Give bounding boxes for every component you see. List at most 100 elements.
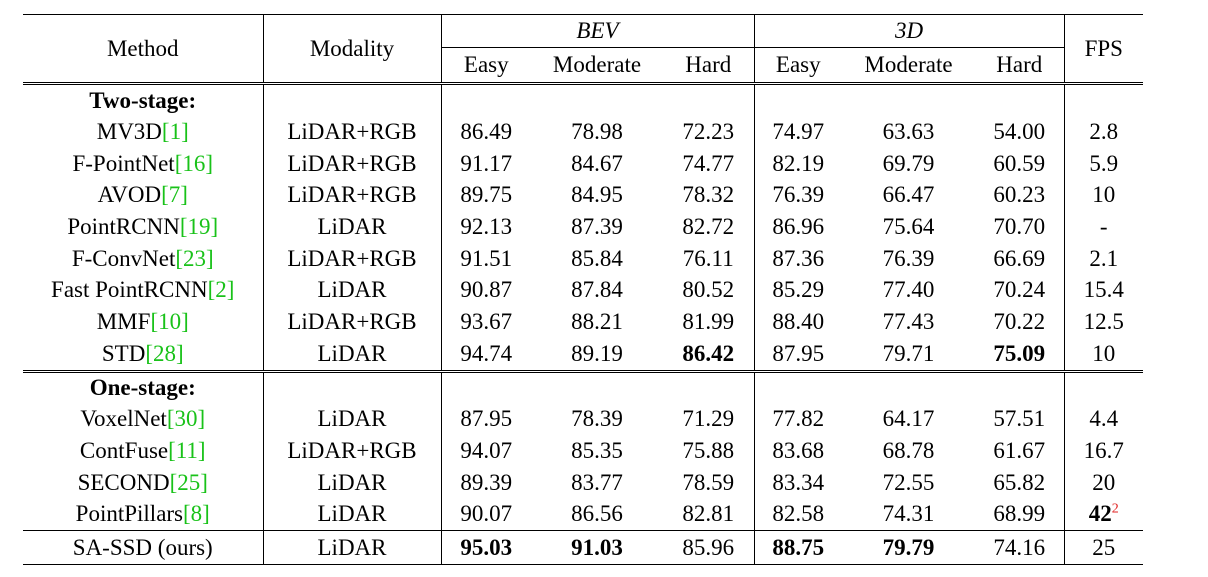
- modality-header: Modality: [263, 14, 442, 84]
- modality-cell: LiDAR: [263, 211, 442, 243]
- two-stage-label: Two-stage:: [23, 82, 264, 116]
- 3d-easy-cell: 88.75: [754, 530, 842, 566]
- method-name: SA-SSD (ours): [23, 530, 264, 566]
- table-row: AVOD[7] LiDAR+RGB 89.75 84.95 78.32 76.3…: [23, 179, 1143, 212]
- 3d-moderate-cell: 63.63: [882, 118, 935, 144]
- bev-easy-cell: 91.51: [460, 245, 513, 271]
- fps-cell: 422: [1064, 499, 1143, 531]
- bev-hard-cell: 80.52: [663, 274, 755, 307]
- 3d-hard-cell: 60.23: [975, 179, 1065, 212]
- bev-moderate-header: Moderate: [552, 52, 642, 77]
- bev-moderate-cell: 87.39: [571, 213, 623, 239]
- 3d-moderate-cell: 66.47: [882, 182, 935, 208]
- one-stage-section-row: One-stage:: [23, 369, 1143, 404]
- bev-easy-cell: 90.07: [460, 501, 513, 527]
- bev-easy-cell: 89.39: [460, 469, 513, 495]
- modality-cell: LiDAR: [263, 403, 442, 436]
- 3d-easy-cell: 88.40: [772, 308, 825, 334]
- 3d-hard-cell: 70.70: [975, 211, 1065, 243]
- method-name: PointRCNN: [67, 213, 180, 239]
- 3d-moderate-header: Moderate: [864, 52, 953, 77]
- 3d-moderate-cell: 68.78: [882, 438, 935, 464]
- 3d-moderate-cell: 77.43: [882, 308, 935, 334]
- 3d-easy-cell: 87.95: [772, 340, 825, 366]
- 3d-hard-cell: 70.22: [975, 306, 1065, 338]
- 3d-moderate-cell: 75.64: [882, 213, 935, 239]
- citation-link[interactable]: [11]: [168, 438, 206, 464]
- bev-hard-header: Hard: [663, 47, 755, 84]
- fps-value: 42: [1088, 501, 1112, 527]
- citation-link[interactable]: [23]: [175, 245, 214, 271]
- fps-cell: 10: [1092, 340, 1116, 366]
- 3d-easy-cell: 86.96: [772, 213, 825, 239]
- method-name: STD: [101, 340, 146, 366]
- bev-moderate-cell: 78.39: [571, 406, 623, 432]
- fps-cell: 20: [1092, 469, 1116, 495]
- table-row: STD[28] LiDAR 94.74 89.19 86.42 87.95 79…: [23, 337, 1143, 371]
- bev-moderate-cell: 86.56: [571, 501, 623, 527]
- citation-link[interactable]: [25]: [169, 469, 208, 495]
- two-stage-section-row: Two-stage:: [23, 82, 1143, 116]
- 3d-easy-cell: 83.34: [772, 469, 825, 495]
- bev-easy-cell: 89.75: [460, 182, 513, 208]
- 3d-easy-cell: 85.29: [772, 277, 825, 303]
- bev-moderate-cell: 84.67: [571, 150, 623, 176]
- bev-header: BEV: [441, 14, 755, 48]
- modality-cell: LiDAR+RGB: [263, 435, 442, 467]
- 3d-hard-cell: 66.69: [975, 242, 1065, 275]
- bev-easy-cell: 86.49: [460, 118, 513, 144]
- citation-link[interactable]: [8]: [183, 501, 210, 527]
- table-row: MV3D[1] LiDAR+RGB 86.49 78.98 72.23 74.9…: [23, 116, 1143, 148]
- bev-hard-cell: 81.99: [663, 306, 755, 338]
- bev-hard-cell: 76.11: [663, 242, 755, 275]
- fps-cell: 15.4: [1083, 277, 1124, 303]
- 3d-moderate-cell: 69.79: [882, 150, 935, 176]
- bev-hard-cell: 74.77: [663, 147, 755, 180]
- modality-cell: LiDAR+RGB: [263, 116, 442, 148]
- method-name: F-ConvNet: [71, 245, 176, 271]
- 3d-header: 3D: [754, 14, 1065, 48]
- 3d-hard-cell: 60.59: [975, 147, 1065, 180]
- bev-hard-cell: 72.23: [663, 116, 755, 148]
- table-row: PointPillars[8] LiDAR 90.07 86.56 82.81 …: [23, 498, 1143, 531]
- table-row: F-ConvNet[23] LiDAR+RGB 91.51 85.84 76.1…: [23, 242, 1143, 275]
- method-name: F-PointNet: [72, 150, 175, 176]
- citation-link[interactable]: [7]: [161, 182, 188, 208]
- 3d-hard-cell: 70.24: [975, 274, 1065, 307]
- 3d-hard-cell: 74.16: [975, 530, 1065, 566]
- method-name: MMF: [96, 308, 151, 334]
- citation-link[interactable]: [10]: [150, 308, 189, 334]
- bev-easy-cell: 92.13: [460, 213, 513, 239]
- method-name: PointPillars: [75, 501, 184, 527]
- table-row: MMF[10] LiDAR+RGB 93.67 88.21 81.99 88.4…: [23, 306, 1143, 338]
- footnote-mark[interactable]: 2: [1111, 501, 1119, 517]
- 3d-easy-cell: 77.82: [772, 406, 825, 432]
- 3d-moderate-cell: 79.71: [882, 340, 935, 366]
- citation-link[interactable]: [30]: [166, 406, 206, 432]
- 3d-moderate-cell: 74.31: [882, 501, 935, 527]
- citation-link[interactable]: [2]: [207, 277, 235, 303]
- citation-link[interactable]: [28]: [145, 340, 184, 366]
- table-row: Fast PointRCNN[2] LiDAR 90.87 87.84 80.5…: [23, 274, 1143, 307]
- citation-link[interactable]: [1]: [161, 118, 189, 144]
- table-row: ContFuse[11] LiDAR+RGB 94.07 85.35 75.88…: [23, 435, 1143, 467]
- 3d-hard-cell: 61.67: [975, 435, 1065, 467]
- modality-cell: LiDAR: [263, 337, 442, 371]
- bev-moderate-cell: 78.98: [571, 118, 623, 144]
- fps-cell: 2.1: [1089, 245, 1119, 271]
- 3d-moderate-cell: 64.17: [882, 406, 935, 432]
- citation-link[interactable]: [19]: [179, 213, 219, 239]
- fps-cell: 4.4: [1089, 406, 1119, 432]
- bev-moderate-cell: 91.03: [531, 530, 663, 566]
- bev-moderate-cell: 85.84: [571, 245, 623, 271]
- method-name: MV3D: [96, 118, 162, 144]
- modality-cell: LiDAR: [263, 466, 442, 499]
- bev-easy-cell: 95.03: [441, 530, 531, 566]
- header-row-2: Easy Moderate Hard Easy Moderate Hard: [23, 47, 1143, 84]
- citation-link[interactable]: [16]: [174, 150, 214, 176]
- 3d-moderate-cell: 77.40: [882, 277, 935, 303]
- 3d-moderate-cell: 79.79: [842, 530, 975, 566]
- fps-header: FPS: [1064, 14, 1143, 84]
- fps-cell: 25: [1064, 530, 1143, 566]
- bev-hard-cell: 75.88: [663, 435, 755, 467]
